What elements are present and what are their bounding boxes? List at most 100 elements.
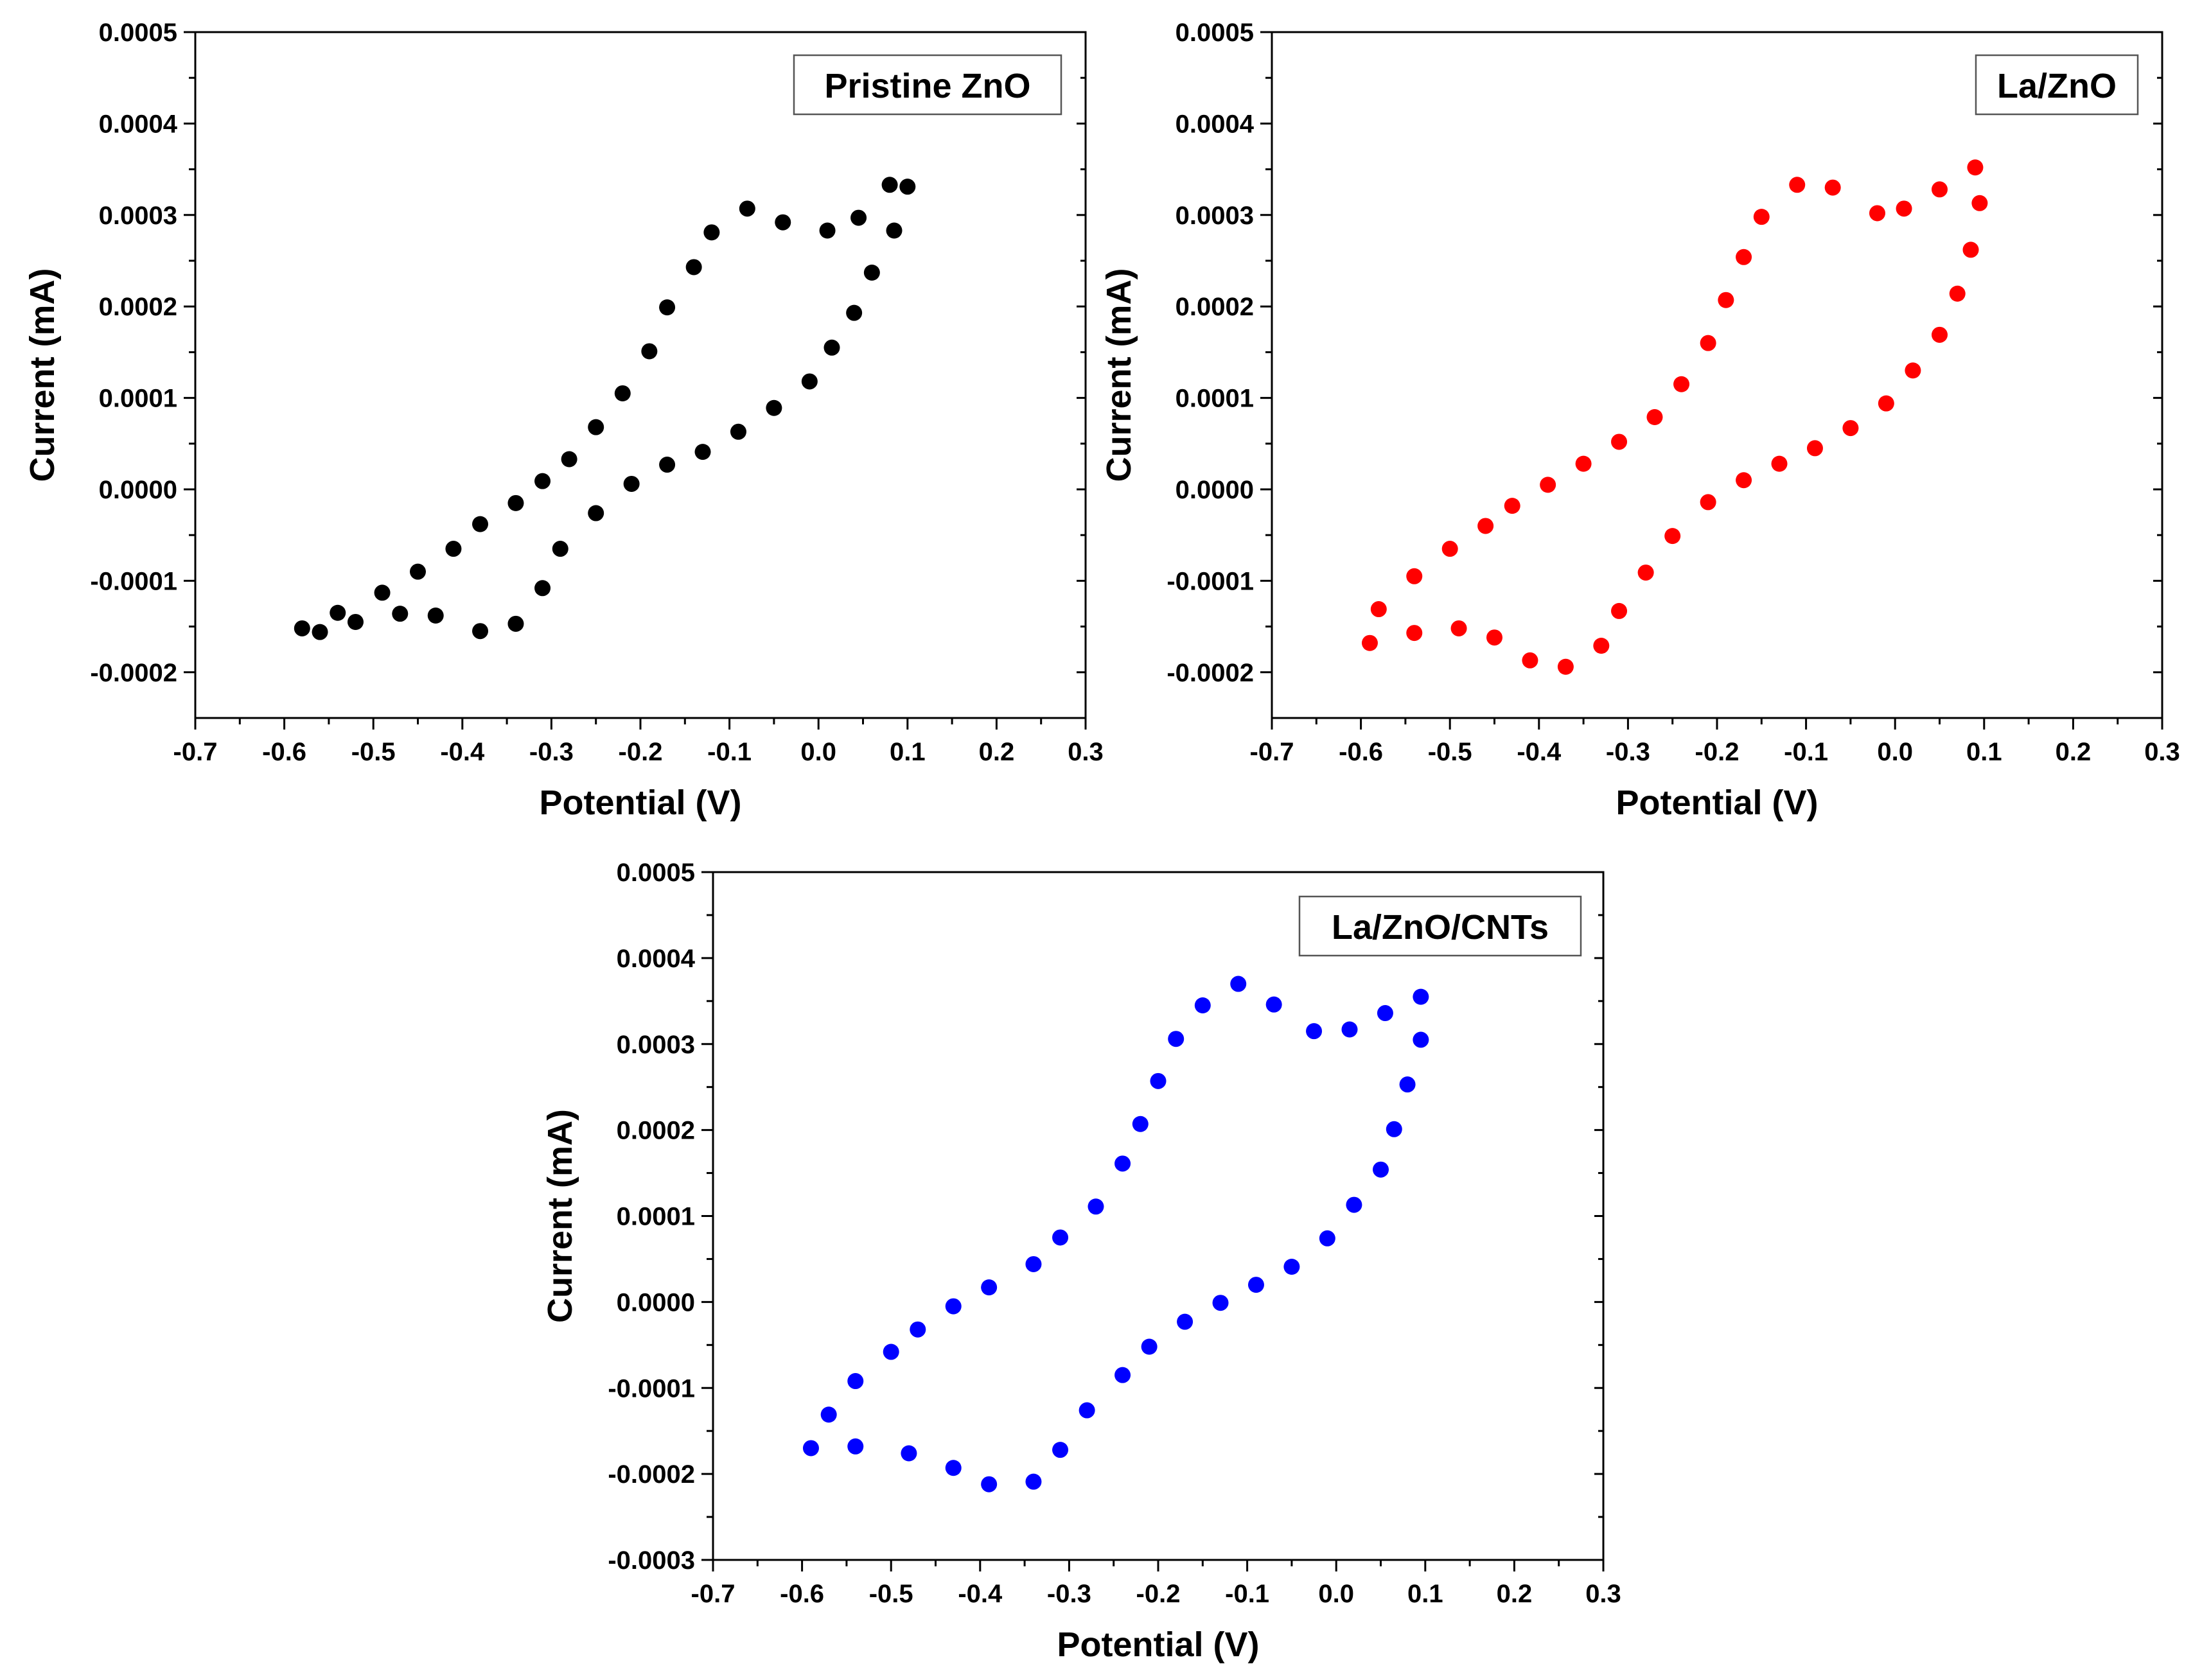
data-point [1905, 362, 1921, 379]
data-point [1441, 541, 1458, 557]
plot-frame [712, 871, 1605, 1561]
x-tick-label: 0.2 [1497, 1580, 1533, 1608]
data-point [1150, 1072, 1167, 1089]
x-tick-label: 0.2 [979, 738, 1015, 766]
y-axis-title: Current (mA) [23, 268, 62, 482]
data-point [1896, 200, 1912, 217]
data-point [1611, 433, 1628, 450]
data-point [1700, 494, 1716, 511]
y-tick-label: 0.0002 [99, 293, 177, 321]
data-point [1114, 1155, 1131, 1172]
data-point [819, 222, 836, 239]
data-point [1399, 1076, 1416, 1093]
data-point [1673, 376, 1690, 392]
legend-box [1975, 54, 2139, 116]
y-tick-label: -0.0003 [608, 1546, 695, 1575]
data-point [1575, 455, 1592, 472]
legend-box [1298, 895, 1582, 957]
data-point [685, 259, 702, 276]
data-point [588, 505, 604, 521]
data-point [886, 222, 903, 239]
data-point [1736, 249, 1752, 265]
data-point [374, 584, 391, 601]
data-point [703, 224, 720, 241]
x-tick-label: 0.3 [2144, 738, 2180, 766]
data-point [1477, 518, 1494, 534]
data-point [1522, 652, 1538, 669]
data-point [775, 214, 791, 231]
y-tick-label: -0.0002 [90, 659, 177, 687]
data-point [850, 209, 867, 226]
data-point [561, 451, 577, 468]
data-point [802, 1440, 819, 1457]
data-point [623, 475, 640, 492]
data-point [1504, 498, 1520, 514]
data-point [1753, 209, 1770, 225]
data-point [1824, 179, 1841, 196]
data-point [1265, 996, 1282, 1013]
data-point [1141, 1338, 1158, 1355]
data-point [552, 541, 568, 557]
legend-label: Pristine ZnO [824, 67, 1030, 105]
data-point [1247, 1277, 1264, 1293]
chart-la-zno: -0.7 -0.6 -0.5 -0.4 -0.3 -0.2 -0.1 0.0 0.1 0.2 0.3… [1100, 19, 2180, 822]
data-point [1949, 285, 1966, 302]
data-point [1168, 1031, 1185, 1047]
y-tick-label: -0.0002 [608, 1460, 695, 1489]
x-tick-label: -0.5 [1428, 738, 1472, 766]
data-point [1967, 159, 1984, 176]
x-tick-label: 0.2 [2056, 738, 2092, 766]
data-point [1700, 335, 1716, 351]
data-point [1557, 658, 1574, 675]
data-point [766, 399, 782, 416]
data-point [1361, 634, 1378, 651]
data-point [1664, 528, 1681, 545]
chart-la-zno-cnts: -0.7 -0.6 -0.5 -0.4 -0.3 -0.2 -0.1 0.0 0.1 0.2 0.3… [541, 859, 1621, 1664]
data-point [945, 1298, 962, 1315]
x-tick-label: -0.3 [529, 738, 574, 766]
data-point [694, 444, 711, 460]
y-tick-label: 0.0003 [617, 1031, 695, 1059]
data-point [588, 419, 604, 435]
data-point [1212, 1295, 1229, 1311]
y-tick-label: 0.0000 [617, 1288, 695, 1317]
data-point [1413, 1031, 1429, 1048]
x-tick-label: -0.7 [1250, 738, 1294, 766]
data-point [1194, 997, 1211, 1014]
x-tick-label: -0.2 [1136, 1580, 1181, 1608]
x-tick-label: -0.1 [1784, 738, 1828, 766]
data-point [1319, 1230, 1335, 1247]
y-tick-label: 0.0004 [99, 110, 178, 138]
y-tick-label: 0.0003 [1176, 202, 1254, 230]
data-point [507, 494, 524, 511]
data-point [1932, 326, 1948, 343]
data-point [1962, 241, 1979, 258]
x-tick-label: 0.0 [1318, 1580, 1354, 1608]
data-point [1346, 1196, 1362, 1213]
data-point [427, 608, 444, 624]
x-tick-label: -0.3 [1606, 738, 1650, 766]
data-point [1177, 1313, 1193, 1330]
legend-label: La/ZnO/CNTs [1332, 908, 1549, 947]
data-point [1637, 564, 1654, 581]
y-tick-label: 0.0004 [617, 945, 696, 973]
data-point [614, 385, 631, 401]
data-point [1413, 988, 1429, 1005]
data-point [901, 1445, 917, 1462]
y-tick-label: 0.0002 [617, 1117, 695, 1145]
y-axis-title: Current (mA) [541, 1109, 579, 1323]
data-point [1370, 601, 1387, 618]
data-point [1611, 602, 1628, 619]
data-point [534, 580, 551, 597]
x-tick-label: -0.5 [869, 1580, 913, 1608]
data-point [883, 1343, 899, 1360]
data-point [659, 457, 676, 473]
data-point [1088, 1198, 1104, 1215]
y-tick-label: -0.0002 [1167, 659, 1254, 687]
data-point [881, 177, 898, 193]
y-tick-label: 0.0001 [99, 385, 177, 413]
data-point [863, 265, 880, 281]
y-tick-label: 0.0005 [617, 859, 695, 887]
x-axis-title: Potential (V) [539, 783, 741, 822]
data-point [824, 339, 840, 356]
